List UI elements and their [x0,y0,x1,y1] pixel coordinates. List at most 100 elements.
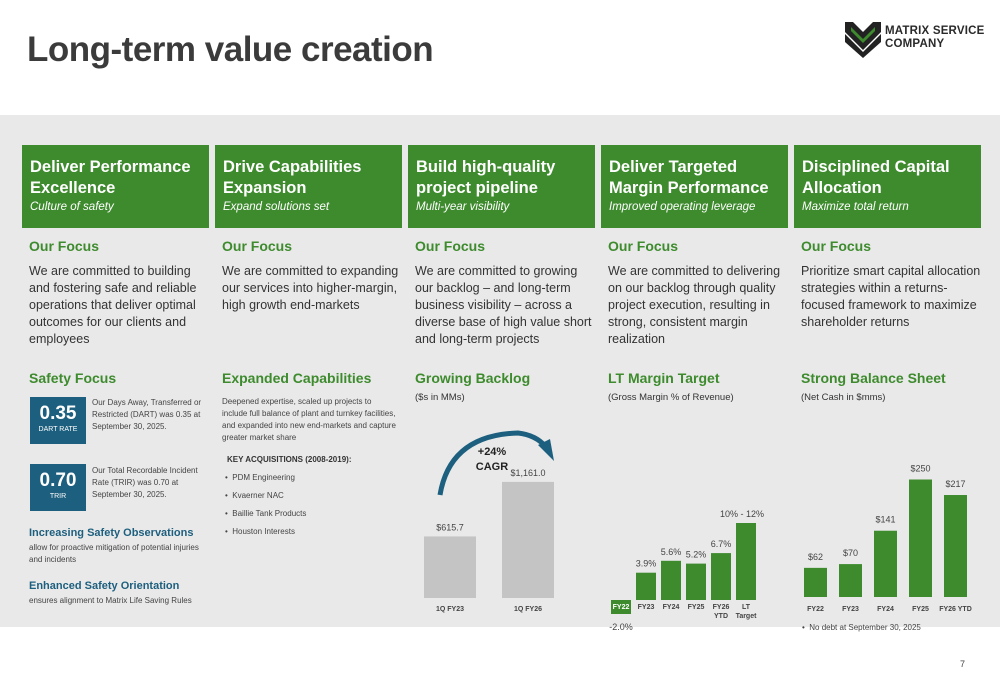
acquisitions-heading: KEY ACQUISITIONS (2008-2019): [227,455,352,464]
tick-label: FY22 [807,606,824,613]
focus-text: We are committed to growing our backlog … [415,264,592,346]
chart-note: • No debt at September 30, 2025 [802,623,921,632]
tick-label: FY24 [663,604,680,611]
column-title: Deliver Targeted Margin Performance [609,158,769,197]
bar [944,495,967,597]
column-title: Drive Capabilities Expansion [223,158,362,197]
logo-line-1: MATRIX SERVICE [885,25,985,37]
dart-kpi-box: 0.35 DART RATE [30,397,86,444]
chart-title: Growing Backlog [415,370,531,386]
focus-heading: Our Focus [415,238,486,254]
trir-kpi-box: 0.70 TRIR [30,464,86,511]
focus-heading: Our Focus [222,238,293,254]
data-label: -2.0% [609,622,633,632]
chart-subtitle: (Gross Margin % of Revenue) [608,392,734,403]
focus-text: We are committed to expanding our servic… [222,264,399,312]
margin-chart: -2.0% FY22 3.9% FY23 5.6% FY24 5.2% FY25 6.7% FY2… [609,509,764,632]
balance-sheet-chart: $62 FY22 $70 FY23 $141 FY24 $250 FY25 $217 FY26 Y… [804,464,972,613]
kpi-label: TRIR [49,493,67,500]
data-label: $615.7 [436,522,464,532]
bar [711,553,731,600]
chart-subtitle: (Net Cash in $mms) [801,392,886,403]
cagr-label: CAGR [476,461,508,473]
acquisition-name: Kvaerner NAC [232,491,284,500]
tick-label: LT [742,604,751,611]
acquisition-name: PDM Engineering [232,473,295,482]
column-header: Deliver Targeted Margin Performance Impr… [601,145,788,228]
tick-label: FY26 YTD [939,606,972,613]
logo-text: MATRIX SERVICE COMPANY [885,25,985,51]
data-label: $1,161.0 [510,468,545,478]
safety-item-text: allow for proactive mitigation of potent… [29,543,199,564]
column-backlog: Build high-quality project pipeline Mult… [408,145,595,625]
focus-heading: Our Focus [801,238,872,254]
logo-line-2: COMPANY [885,38,945,50]
column-header: Drive Capabilities Expansion Expand solu… [215,145,402,228]
acquisition-item: • Houston Interests [225,527,295,536]
backlog-chart: $615.7 1Q FY23 $1,161.0 1Q FY26 +24% CAGR [424,430,554,613]
column-subtitle: Improved operating leverage [609,201,756,213]
acquisition-name: Houston Interests [232,527,295,536]
kpi-label: DART RATE [38,426,78,433]
data-label: $250 [910,464,930,474]
chart-title: Strong Balance Sheet [801,370,946,386]
tick-label: FY23 [638,604,655,611]
column-subtitle: Culture of safety [30,201,114,213]
column-title: Disciplined Capital Allocation [802,158,950,197]
safety-item-text: ensures alignment to Matrix Life Saving … [29,596,192,605]
bar [424,536,476,598]
column-subtitle: Maximize total return [802,201,909,213]
data-label: 5.2% [686,550,707,560]
chart-note-text: No debt at September 30, 2025 [809,623,921,632]
bar [611,600,631,614]
chart-subtitle: ($s in MMs) [415,392,465,403]
tick-label: FY24 [877,606,894,613]
tick-label: FY25 [688,604,705,611]
matrix-logo-icon [845,22,881,58]
bar [661,560,681,600]
data-label: $62 [808,552,823,562]
data-label: 10% - 12% [720,509,764,519]
focus-text: We are committed to delivering on our ba… [608,264,781,346]
arrow-head-icon [538,439,554,461]
tick-label: FY22 [613,604,630,611]
focus-heading: Our Focus [608,238,679,254]
bar [909,479,932,597]
bar [502,481,554,598]
kpi-value: 0.70 [39,470,77,491]
acquisition-item: • PDM Engineering [225,473,295,482]
tick-label: FY25 [912,606,929,613]
tick-label: FY26 [713,604,730,611]
focus-text: Prioritize smart capital allocation stra… [801,264,981,329]
column-capital: Disciplined Capital Allocation Maximize … [794,145,981,632]
data-label: 3.9% [636,559,657,569]
column-title: Deliver Performance Excellence [30,158,191,197]
data-label: 6.7% [711,539,732,549]
chart-title: LT Margin Target [608,370,720,386]
column-header: Build high-quality project pipeline Mult… [408,145,595,228]
column-capabilities: Drive Capabilities Expansion Expand solu… [215,145,402,625]
section-heading: Expanded Capabilities [222,370,372,386]
column-subtitle: Multi-year visibility [416,201,510,213]
acquisition-item: • Kvaerner NAC [225,491,284,500]
cagr-value: +24% [478,446,507,458]
tick-label: Target [736,613,758,620]
column-margin: Deliver Targeted Margin Performance Impr… [601,145,788,632]
bar [874,530,897,597]
tick-label: YTD [714,613,728,620]
data-label: $141 [875,515,895,525]
acquisition-item: • Baillie Tank Products [225,509,307,518]
section-heading: Safety Focus [29,370,117,386]
data-label: $217 [945,479,965,489]
bar [804,567,827,597]
tick-label: 1Q FY23 [436,606,464,613]
growth-arrow [437,430,548,496]
column-performance: Deliver Performance Excellence Culture o… [22,145,209,625]
data-label: 5.6% [661,547,682,557]
bar [686,563,706,600]
column-header: Deliver Performance Excellence Culture o… [22,145,209,228]
company-logo: MATRIX SERVICE COMPANY [843,18,988,60]
bar [839,564,862,597]
kpi-description: Our Days Away, Transferred or Restricted… [92,398,202,431]
column-header: Disciplined Capital Allocation Maximize … [794,145,981,228]
